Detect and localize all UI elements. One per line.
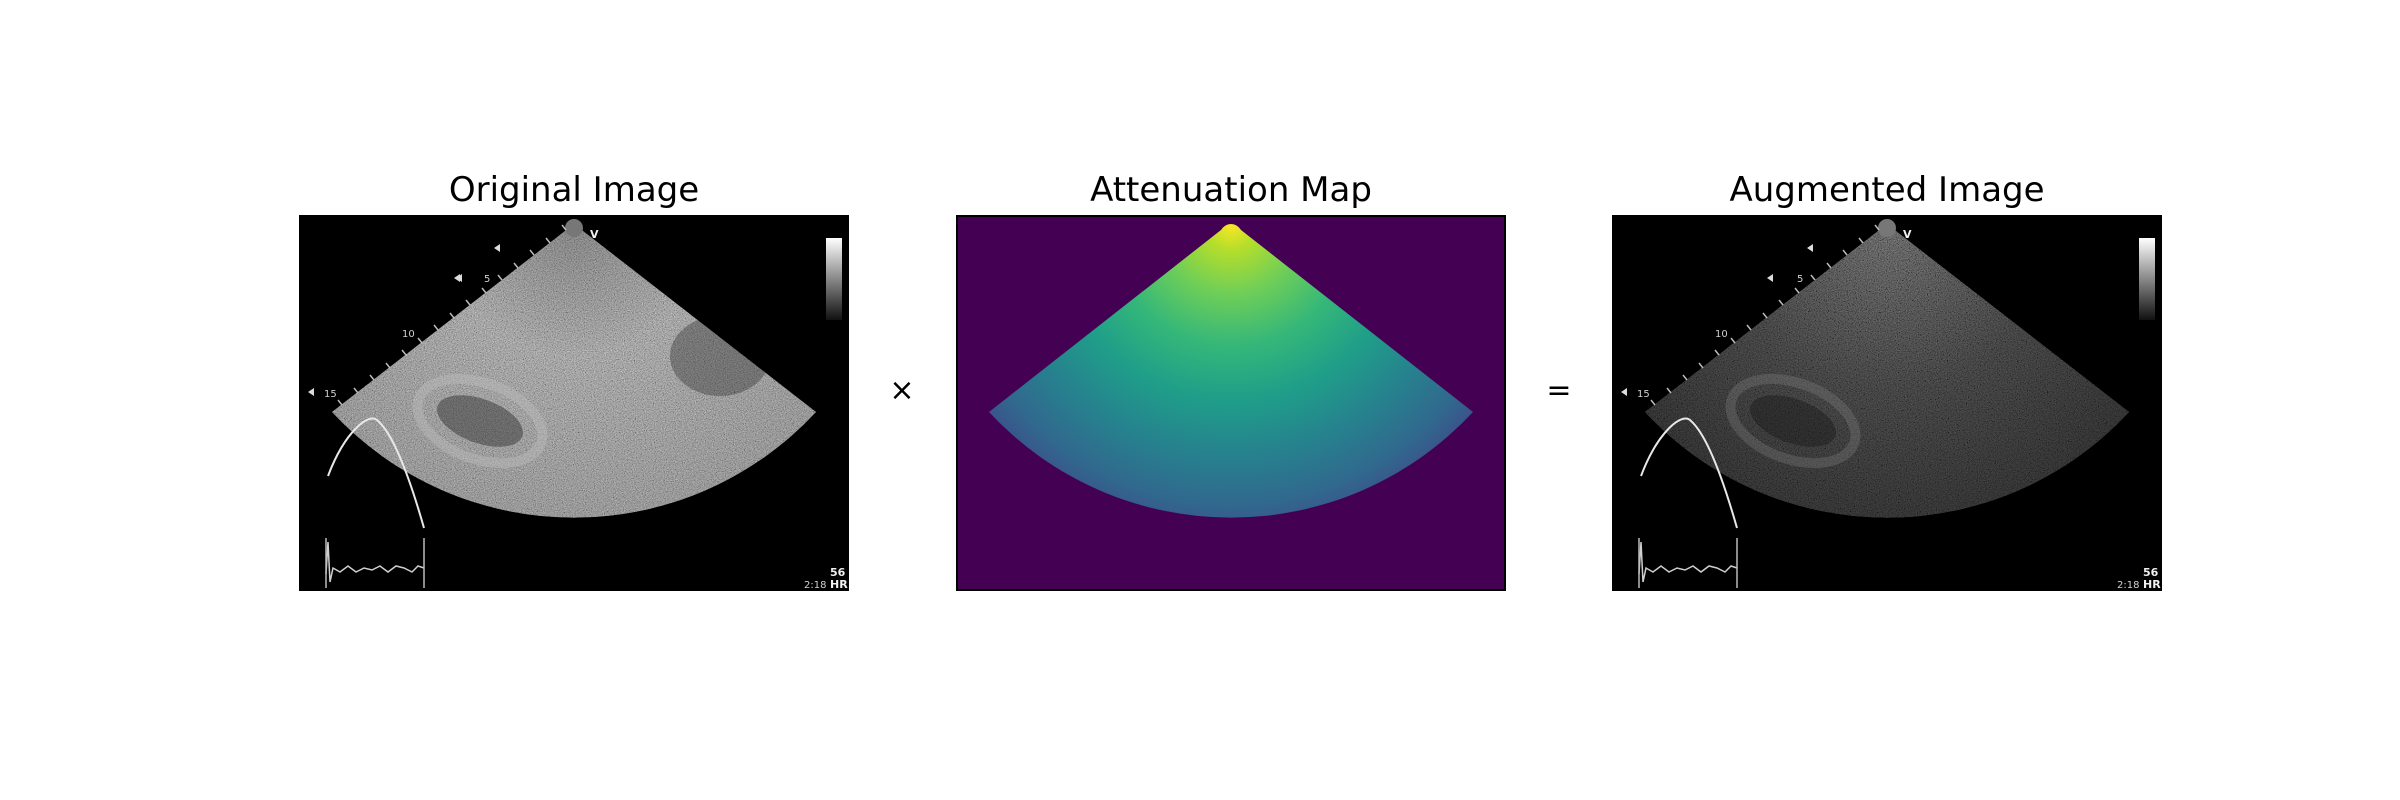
ecg-trace xyxy=(325,541,425,583)
time-value: 2:18 xyxy=(804,580,826,591)
hr-value: 56 xyxy=(2143,566,2159,579)
focus-marker xyxy=(494,244,500,252)
hr-label: HR xyxy=(830,578,848,591)
hr-label: HR xyxy=(2143,578,2161,591)
depth-label-15: 15 xyxy=(1637,389,1650,400)
depth-label-10: 10 xyxy=(402,329,415,340)
v-mark: V xyxy=(1903,228,1912,241)
ecg-trace xyxy=(1638,541,1738,583)
focus-marker xyxy=(308,388,314,396)
panel-title-original: Original Image xyxy=(449,170,699,210)
focus-marker xyxy=(454,274,460,282)
depth-scale xyxy=(1650,224,1880,406)
trace-curve xyxy=(327,417,425,529)
equals-operator: = xyxy=(1546,373,1571,408)
grayscale-bar xyxy=(826,238,842,320)
probe-apex xyxy=(565,219,583,237)
depth-scale xyxy=(337,224,567,406)
trace-curve xyxy=(1640,417,1738,529)
focus-marker xyxy=(1807,244,1813,252)
focus-marker xyxy=(1621,388,1627,396)
hr-value: 56 xyxy=(830,566,846,579)
attenuation-sector xyxy=(989,224,1473,518)
attenuation-map xyxy=(956,215,1506,591)
original-image: V 5 10 15 xyxy=(299,215,849,591)
time-value: 2:18 xyxy=(2117,580,2139,591)
multiply-operator: × xyxy=(889,373,914,408)
depth-label-5: 5 xyxy=(1797,274,1803,285)
v-mark: V xyxy=(590,228,599,241)
depth-label-5: 5 xyxy=(484,274,490,285)
panel-title-augmented: Augmented Image xyxy=(1729,170,2044,210)
panel-title-attenuation: Attenuation Map xyxy=(1090,170,1372,210)
augmented-image: V 5 10 15 56 2:18 HR xyxy=(1612,215,2162,591)
probe-apex xyxy=(1878,219,1896,237)
grayscale-bar xyxy=(2139,238,2155,320)
depth-label-15: 15 xyxy=(324,389,337,400)
focus-marker xyxy=(1767,274,1773,282)
depth-label-10: 10 xyxy=(1715,329,1728,340)
